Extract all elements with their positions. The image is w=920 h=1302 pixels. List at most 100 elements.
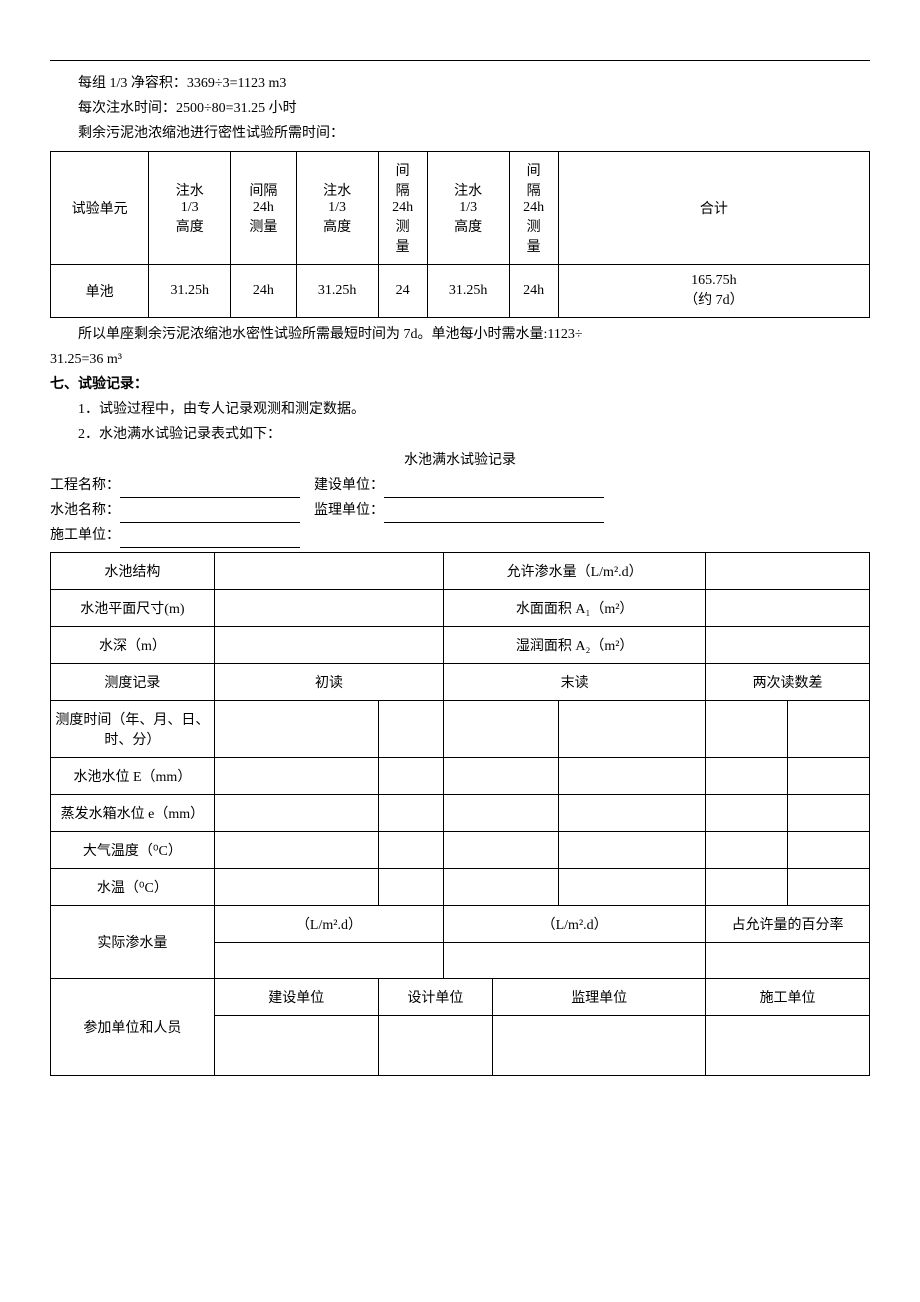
th-gap3: 间隔24h测量 — [509, 151, 558, 264]
cell: 24h — [231, 264, 297, 317]
th-gap1: 间隔24h测量 — [231, 151, 297, 264]
cell — [706, 553, 870, 590]
cell: 31.25h — [149, 264, 231, 317]
blank-pool-name — [120, 506, 300, 523]
section-7-item-2: 2．水池满水试验记录表式如下： — [50, 422, 870, 447]
cell — [788, 869, 870, 906]
cell — [444, 701, 559, 758]
th-gap2: 间隔24h测量 — [378, 151, 427, 264]
cell — [558, 869, 705, 906]
cell — [378, 701, 444, 758]
cell — [444, 795, 559, 832]
cell — [706, 701, 788, 758]
cell — [558, 758, 705, 795]
cell — [214, 553, 443, 590]
cell-text: 间隔24h测量 — [523, 164, 544, 255]
cell — [706, 590, 870, 627]
cell: 蒸发水箱水位 e（mm） — [51, 795, 215, 832]
cell-text: 间隔24h测量 — [249, 184, 277, 235]
cell — [788, 758, 870, 795]
form-row-3: 施工单位： — [50, 523, 870, 548]
table-row: 试验单元 注水1/3高度 间隔24h测量 注水1/3高度 间隔24h测量 注水1… — [51, 151, 870, 264]
cell — [788, 795, 870, 832]
cell — [214, 869, 378, 906]
label-project-name: 工程名称： — [50, 478, 120, 493]
cell — [706, 832, 788, 869]
section-7-item-1: 1．试验过程中，由专人记录观测和测定数据。 — [50, 397, 870, 422]
cell: 测度记录 — [51, 664, 215, 701]
cell — [706, 627, 870, 664]
cell: 31.25h — [427, 264, 509, 317]
cell — [378, 869, 444, 906]
cell: 建设单位 — [214, 979, 378, 1016]
record-table: 水池结构 允许渗水量（L/m².d） 水池平面尺寸(m) 水面面积 A₁（m²）… — [50, 552, 870, 1076]
cell: 初读 — [214, 664, 443, 701]
cell — [214, 758, 378, 795]
cell-text: 注水1/3高度 — [323, 184, 351, 235]
cell — [444, 943, 706, 979]
top-rule — [50, 60, 870, 61]
cell: 施工单位 — [706, 979, 870, 1016]
cell — [214, 832, 378, 869]
blank-supervision-unit — [384, 506, 604, 523]
cell — [378, 1016, 493, 1076]
cell: 实际渗水量 — [51, 906, 215, 979]
cell-text: 注水1/3高度 — [454, 184, 482, 235]
cell: 24 — [378, 264, 427, 317]
form-row-2: 水池名称： 监理单位： — [50, 498, 870, 523]
cell: 占允许量的百分率 — [706, 906, 870, 943]
cell — [444, 832, 559, 869]
cell — [558, 832, 705, 869]
cell: 湿润面积 A₂（m²） — [444, 627, 706, 664]
blank-builder-unit — [120, 531, 300, 548]
table-row: 单池 31.25h 24h 31.25h 24 31.25h 24h 165.7… — [51, 264, 870, 317]
label-construction-unit: 建设单位： — [314, 478, 384, 493]
table-row: 水深（m） 湿润面积 A₂（m²） — [51, 627, 870, 664]
label-supervision-unit: 监理单位： — [314, 503, 384, 518]
cell-text: 注水1/3高度 — [176, 184, 204, 235]
cell — [214, 943, 443, 979]
cell: （L/m².d） — [214, 906, 443, 943]
cell — [706, 1016, 870, 1076]
cell: 165.75h（约 7d） — [558, 264, 869, 317]
cell — [214, 590, 443, 627]
cell — [558, 701, 705, 758]
cell: 单池 — [51, 264, 149, 317]
record-table-title: 水池满水试验记录 — [50, 448, 870, 473]
section-7-title: 七、试验记录： — [50, 372, 870, 397]
blank-project-name — [120, 481, 300, 498]
cell-text: 165.75h — [691, 273, 737, 288]
table-row: 参加单位和人员 建设单位 设计单位 监理单位 施工单位 — [51, 979, 870, 1016]
cell: 设计单位 — [378, 979, 493, 1016]
cell — [706, 795, 788, 832]
cell-text: 间隔24h测量 — [392, 164, 413, 255]
cell: 水池结构 — [51, 553, 215, 590]
cell: 水温（⁰C） — [51, 869, 215, 906]
th-fill1: 注水1/3高度 — [149, 151, 231, 264]
cell: 水面面积 A₁（m²） — [444, 590, 706, 627]
label-builder-unit: 施工单位： — [50, 528, 120, 543]
table-row: 水池结构 允许渗水量（L/m².d） — [51, 553, 870, 590]
cell: 参加单位和人员 — [51, 979, 215, 1076]
cell: 24h — [509, 264, 558, 317]
table-row: 测度时间（年、月、日、时、分） — [51, 701, 870, 758]
cell — [788, 832, 870, 869]
cell: 允许渗水量（L/m².d） — [444, 553, 706, 590]
cell: 两次读数差 — [706, 664, 870, 701]
table-row: 实际渗水量 （L/m².d） （L/m².d） 占允许量的百分率 — [51, 906, 870, 943]
table-row: 测度记录 初读 末读 两次读数差 — [51, 664, 870, 701]
cell — [444, 758, 559, 795]
intro-line-2: 每次注水时间：2500÷80=31.25 小时 — [50, 96, 870, 121]
time-table: 试验单元 注水1/3高度 间隔24h测量 注水1/3高度 间隔24h测量 注水1… — [50, 151, 870, 318]
cell: 水深（m） — [51, 627, 215, 664]
cell — [706, 758, 788, 795]
table-row: 水池水位 E（mm） — [51, 758, 870, 795]
th-total: 合计 — [558, 151, 869, 264]
cell — [706, 869, 788, 906]
intro-line-1: 每组 1/3 净容积：3369÷3=1123 m3 — [50, 71, 870, 96]
cell: 31.25h — [296, 264, 378, 317]
cell: 监理单位 — [493, 979, 706, 1016]
th-fill3: 注水1/3高度 — [427, 151, 509, 264]
cell — [558, 795, 705, 832]
cell: 水池平面尺寸(m) — [51, 590, 215, 627]
